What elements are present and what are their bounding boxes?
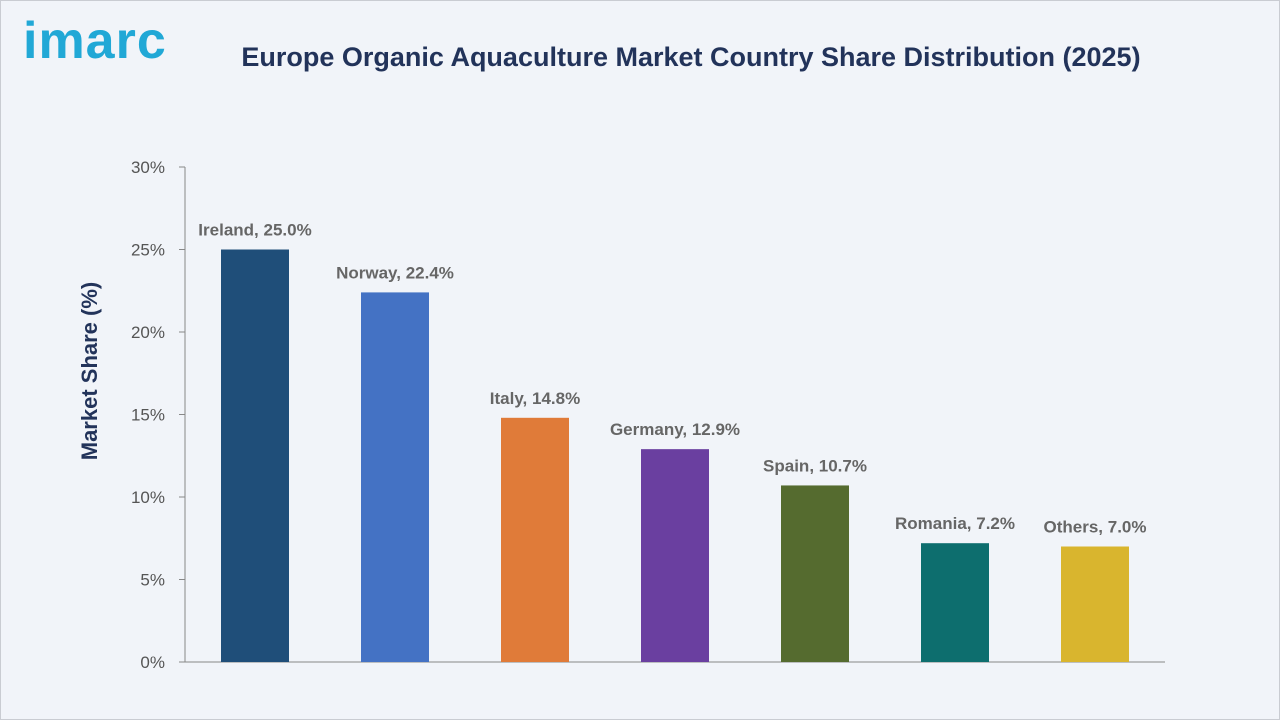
y-tick-label: 15%: [131, 406, 165, 425]
bar-norway: [361, 292, 429, 662]
data-label-italy: Italy, 14.8%: [490, 389, 580, 408]
bars: [221, 249, 1129, 662]
y-tick-label: 0%: [140, 653, 165, 672]
y-tick-label: 25%: [131, 241, 165, 260]
bar-spain: [781, 485, 849, 662]
bar-romania: [921, 543, 989, 662]
y-tick-label: 5%: [140, 571, 165, 590]
data-label-norway: Norway, 22.4%: [336, 263, 454, 282]
y-tick-label: 20%: [131, 323, 165, 342]
bar-germany: [641, 449, 709, 662]
axes: 0% 5% 10% 15% 20% 25% 30%: [131, 158, 1165, 672]
imarc-logo: imarc: [23, 12, 167, 70]
data-label-spain: Spain, 10.7%: [763, 456, 867, 475]
bar-others: [1061, 546, 1129, 662]
data-label-others: Others, 7.0%: [1044, 518, 1147, 537]
y-tick-label: 30%: [131, 158, 165, 177]
data-label-germany: Germany, 12.9%: [610, 420, 740, 439]
data-label-romania: Romania, 7.2%: [895, 514, 1015, 533]
data-label-ireland: Ireland, 25.0%: [198, 221, 311, 240]
data-labels: Ireland, 25.0% Norway, 22.4% Italy, 14.8% G…: [198, 221, 1146, 537]
chart-title: Europe Organic Aquaculture Market Countr…: [241, 42, 1141, 72]
bar-italy: [501, 417, 569, 662]
y-tick-label: 10%: [131, 488, 165, 507]
bar-ireland: [221, 249, 289, 662]
